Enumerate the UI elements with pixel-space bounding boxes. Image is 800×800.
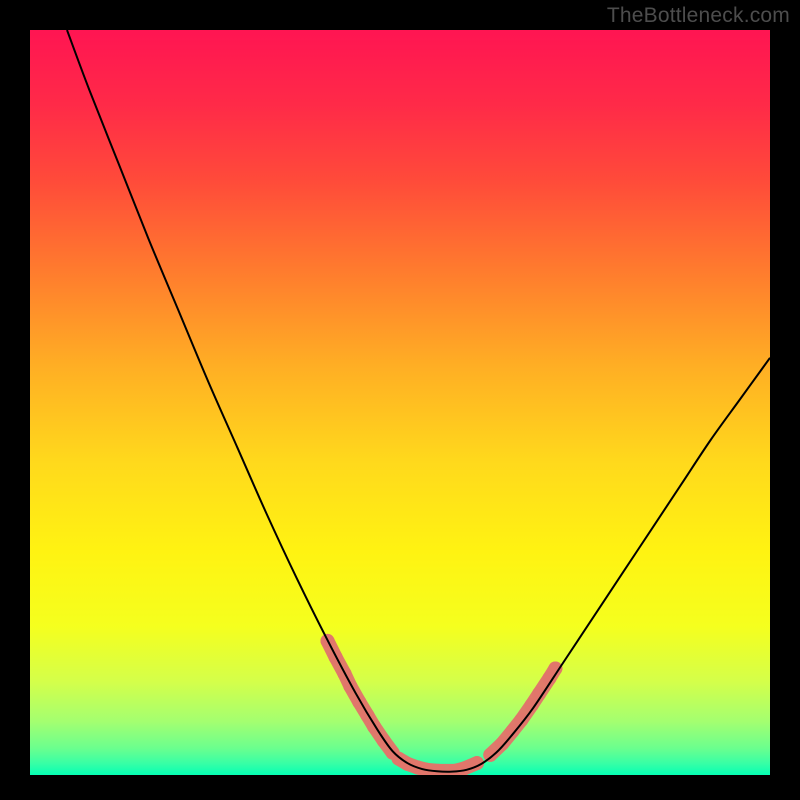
frame-background: TheBottleneck.com xyxy=(0,0,800,800)
curve-markers xyxy=(320,634,562,775)
plot-area xyxy=(30,30,770,775)
watermark-text: TheBottleneck.com xyxy=(607,4,790,28)
bottleneck-curve xyxy=(30,30,770,775)
curve-line xyxy=(67,30,770,772)
